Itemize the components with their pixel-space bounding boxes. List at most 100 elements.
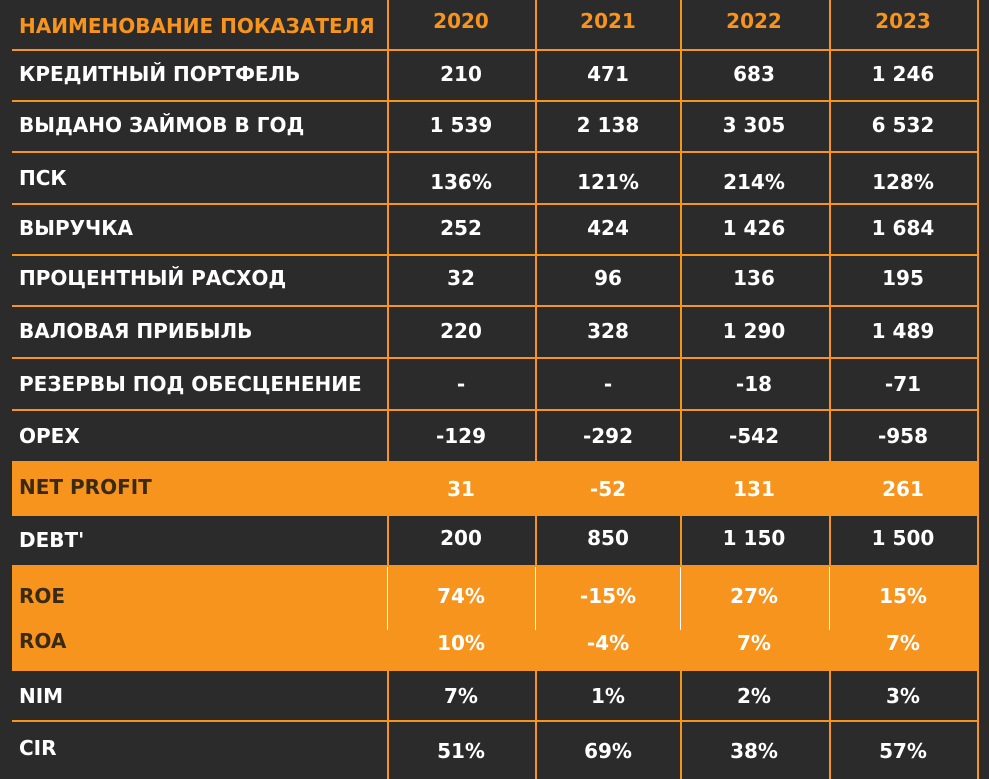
column-divider [829,567,830,630]
header-label: НАИМЕНОВАНИЕ ПОКАЗАТЕЛЯ [19,14,375,38]
row-divider [12,565,977,567]
row-label: ПСК [19,166,67,190]
table-row: DEBT' 200 850 1 150 1 500 [0,516,989,565]
row-value: 261 [882,477,924,501]
row-value: 328 [587,319,629,343]
row-value: 38% [730,739,778,763]
row-divider [12,461,977,463]
table-row: КРЕДИТНЫЙ ПОРТФЕЛЬ 210 471 683 1 246 [0,50,989,100]
header-year-2023: 2023 [875,9,931,33]
row-value: 1 426 [722,216,786,240]
row-label: ROE [19,584,66,608]
column-divider [829,630,831,779]
row-value: 3% [886,684,920,708]
row-label: DEBT' [19,528,85,552]
row-label: ПРОЦЕНТНЫЙ РАСХОД [19,266,287,290]
row-value: 1 684 [871,216,935,240]
column-divider [680,630,682,779]
column-divider [535,567,536,630]
column-divider [387,0,389,567]
row-value: 220 [440,319,482,343]
row-value: 2% [737,684,771,708]
row-label: NIM [19,684,64,708]
header-year-2021: 2021 [580,9,636,33]
row-divider [12,49,977,51]
row-label: ВЫРУЧКА [19,216,134,240]
column-divider [387,567,388,630]
row-value: 6 532 [871,113,935,137]
row-label: РЕЗЕРВЫ ПОД ОБЕСЦЕНЕНИЕ [19,372,362,396]
row-divider [12,305,977,307]
row-value: 214% [723,170,785,194]
row-value: 424 [587,216,629,240]
row-value: 69% [584,739,632,763]
row-value: 74% [437,584,485,608]
row-value: 136 [733,266,775,290]
row-value: 1 489 [871,319,935,343]
row-value: 2 138 [576,113,640,137]
row-label: NET PROFIT [19,475,152,499]
row-value: -4% [586,631,630,655]
row-value: 7% [886,631,920,655]
row-value: 57% [879,739,927,763]
row-value: 51% [437,739,485,763]
table-row: ПСК 136% 121% 214% 128% [0,152,989,204]
row-label: ВЫДАНО ЗАЙМОВ В ГОД [19,113,305,137]
row-divider [12,409,977,411]
row-value: 200 [440,526,482,550]
row-value: -15% [579,584,637,608]
row-label: CIR [19,736,57,760]
row-value: 1% [591,684,625,708]
row-label: ВАЛОВАЯ ПРИБЫЛЬ [19,319,253,343]
row-value: 31 [447,477,475,501]
row-value: 1 500 [871,526,935,550]
row-value: 210 [440,62,482,86]
row-value: 96 [594,266,622,290]
row-value: - [603,372,613,396]
row-divider [12,720,977,722]
column-divider [387,630,389,779]
row-value: -292 [582,424,634,448]
row-value: 136% [430,170,492,194]
row-value: 195 [882,266,924,290]
row-value: 1 539 [429,113,493,137]
row-label: ROA [19,629,67,653]
row-value: 1 150 [722,526,786,550]
row-value: -129 [435,424,487,448]
row-value: 7% [444,684,478,708]
header-year-2022: 2022 [726,9,782,33]
table-row: NIM 7% 1% 2% 3% [0,671,989,721]
row-divider [12,151,977,153]
table-row: ПРОЦЕНТНЫЙ РАСХОД 32 96 136 195 [0,255,989,305]
row-value: -52 [589,477,627,501]
row-value: 252 [440,216,482,240]
column-divider [680,0,682,567]
row-value: 850 [587,526,629,550]
row-value: 15% [879,584,927,608]
column-divider [829,0,831,567]
column-divider [977,0,979,779]
row-value: 10% [437,631,485,655]
table-row: CIR 51% 69% 38% 57% [0,722,989,779]
table-row: РЕЗЕРВЫ ПОД ОБЕСЦЕНЕНИЕ - - -18 -71 [0,359,989,409]
row-value: 32 [447,266,475,290]
column-divider [680,567,681,630]
table-row: ВЫРУЧКА 252 424 1 426 1 684 [0,205,989,254]
table-row: OPEX -129 -292 -542 -958 [0,410,989,462]
row-value: -71 [884,372,922,396]
column-divider [535,630,537,779]
row-value: -542 [728,424,780,448]
row-value: 27% [730,584,778,608]
table-row-highlight: ROE 74% -15% 27% 15% ROA 10% -4% 7% 7% [12,567,977,671]
row-value: -958 [877,424,929,448]
table-header: НАИМЕНОВАНИЕ ПОКАЗАТЕЛЯ 2020 2021 2022 2… [0,0,989,50]
row-value: 683 [733,62,775,86]
row-value: 471 [587,62,629,86]
column-divider [535,0,537,567]
row-value: 121% [577,170,639,194]
row-value: 7% [737,631,771,655]
row-label: КРЕДИТНЫЙ ПОРТФЕЛЬ [19,62,301,86]
table-row-highlight: NET PROFIT 31 -52 131 261 [12,463,977,516]
row-label: OPEX [19,424,80,448]
